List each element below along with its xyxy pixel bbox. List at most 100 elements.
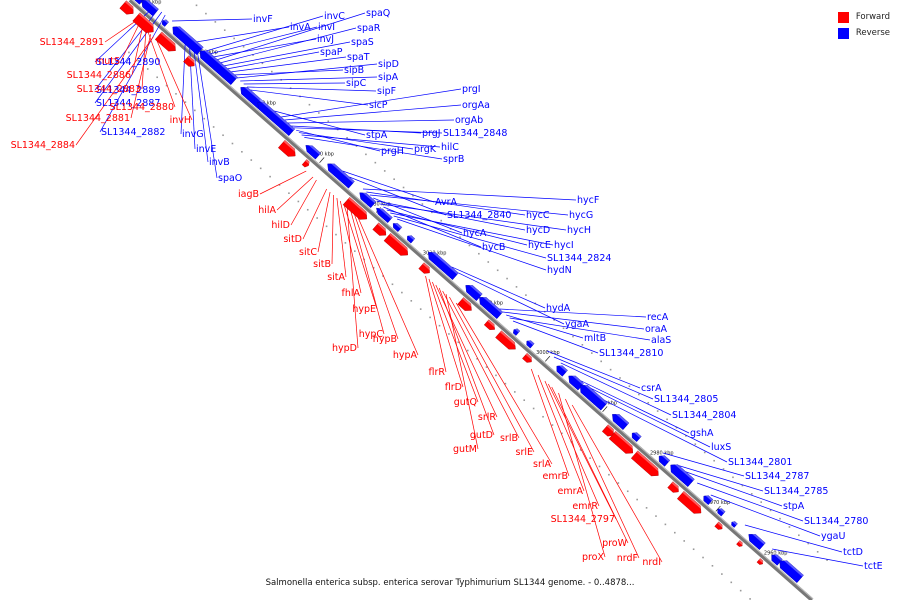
- gene-label-hyce[interactable]: hycE: [528, 240, 551, 251]
- gene-label-stpa[interactable]: stpA: [366, 130, 388, 141]
- gene-label-sipa[interactable]: sipA: [378, 72, 399, 83]
- gene-label-invg[interactable]: invG: [182, 129, 204, 140]
- gene-label-sitb[interactable]: sitB: [313, 259, 331, 270]
- gene-label-tcte[interactable]: tctE: [864, 561, 883, 572]
- gene-label-sl1344_2780[interactable]: SL1344_2780: [804, 516, 868, 527]
- gene-label-emra[interactable]: emrA: [557, 486, 583, 497]
- gene-label-hycc[interactable]: hycC: [526, 210, 550, 221]
- gene-label-spas[interactable]: spaS: [351, 37, 374, 48]
- gene-label-prgi[interactable]: prgI: [462, 84, 481, 95]
- gene-label-hypc[interactable]: hypC: [359, 329, 384, 340]
- gene-label-hild[interactable]: hilD: [271, 220, 290, 231]
- gene-label-srlb[interactable]: srlB: [500, 433, 518, 444]
- gene-label-gutq[interactable]: gutQ: [454, 397, 477, 408]
- gene-label-iagb[interactable]: iagB: [238, 189, 259, 200]
- gene-label-hycd[interactable]: hycD: [526, 225, 550, 236]
- gene-label-hype[interactable]: hypE: [352, 304, 376, 315]
- gene-label-csra[interactable]: csrA: [641, 383, 662, 394]
- gene-label-sicp[interactable]: sicP: [369, 100, 388, 111]
- gene-label-sl1344_2891[interactable]: SL1344_2891: [40, 37, 104, 48]
- gene-label-mltb[interactable]: mltB: [584, 333, 606, 344]
- gene-label-nrdi[interactable]: nrdI: [642, 557, 661, 568]
- gene-label-prgj[interactable]: prgJ: [422, 128, 441, 139]
- gene-label-invb[interactable]: invB: [209, 157, 230, 168]
- gene-label-hycf[interactable]: hycF: [577, 195, 599, 206]
- gene-label-hyca[interactable]: hycA: [463, 228, 487, 239]
- gene-label-hyda[interactable]: hydA: [546, 303, 571, 314]
- gene-label-hyci[interactable]: hycI: [554, 240, 574, 251]
- gene-label-prox[interactable]: proX: [582, 552, 605, 563]
- gene-label-srle[interactable]: srlE: [516, 447, 534, 458]
- gene-label-sl1344_2886[interactable]: SL1344_2886: [67, 70, 131, 81]
- gene-label-muts[interactable]: mutS: [95, 56, 120, 67]
- gene-label-emrr[interactable]: emrR: [572, 501, 598, 512]
- gene-label-invj[interactable]: invJ: [317, 34, 334, 45]
- gene-label-srla[interactable]: srlA: [533, 459, 551, 470]
- gene-label-sl1344_2787[interactable]: SL1344_2787: [745, 471, 809, 482]
- gene-label-sl1344_2880[interactable]: SL1344_2880: [110, 102, 174, 113]
- gene-label-luxs[interactable]: luxS: [711, 442, 731, 453]
- gene-label-flrr[interactable]: flrR: [429, 367, 446, 378]
- gene-label-sl1344_2883[interactable]: SL1344_2883: [77, 84, 141, 95]
- gene-label-tctd[interactable]: tctD: [843, 547, 863, 558]
- gene-label-invh[interactable]: invH: [170, 115, 191, 126]
- gene-label-invi[interactable]: invI: [318, 22, 335, 33]
- gene-label-invf[interactable]: invF: [253, 14, 273, 25]
- gene-label-avra[interactable]: AvrA: [435, 197, 457, 208]
- gene-label-hypb[interactable]: hypB: [373, 334, 397, 345]
- gene-label-oraa[interactable]: oraA: [645, 324, 668, 335]
- gene-label-prow[interactable]: proW: [602, 538, 628, 549]
- gene-label-ygau[interactable]: ygaU: [821, 531, 845, 542]
- gene-label-sl1344_2881[interactable]: SL1344_2881: [66, 113, 130, 124]
- gene-label-reca[interactable]: recA: [647, 312, 669, 323]
- gene-label-sitd[interactable]: sitD: [283, 234, 302, 245]
- gene-label-prgh[interactable]: prgH: [381, 146, 404, 157]
- gene-label-hilc[interactable]: hilC: [441, 142, 459, 153]
- gene-label-emrb[interactable]: emrB: [542, 471, 568, 482]
- gene-label-sitc[interactable]: sitC: [299, 247, 317, 258]
- gene-label-sl1344_2797[interactable]: SL1344_2797: [551, 514, 615, 525]
- gene-label-alas[interactable]: alaS: [651, 335, 671, 346]
- gene-label-stpa[interactable]: stpA: [783, 501, 805, 512]
- gene-label-sipc[interactable]: sipC: [346, 78, 367, 89]
- gene-label-sl1344_2884[interactable]: SL1344_2884: [11, 140, 75, 151]
- gene-label-invc[interactable]: invC: [324, 11, 345, 22]
- gene-label-sl1344_2889[interactable]: SL1344_2889: [96, 85, 160, 96]
- gene-label-hydn[interactable]: hydN: [547, 265, 572, 276]
- gene-label-sl1344_2840[interactable]: SL1344_2840: [447, 210, 511, 221]
- gene-label-sipd[interactable]: sipD: [378, 59, 399, 70]
- gene-label-gutm[interactable]: gutM: [453, 444, 477, 455]
- gene-label-inve[interactable]: invE: [196, 144, 216, 155]
- gene-label-orgaa[interactable]: orgAa: [462, 100, 490, 111]
- gene-label-ygaa[interactable]: ygaA: [565, 319, 589, 330]
- gene-label-hych[interactable]: hycH: [567, 225, 591, 236]
- gene-label-gsha[interactable]: gshA: [690, 428, 714, 439]
- gene-label-hycb[interactable]: hycB: [482, 242, 505, 253]
- gene-label-spar[interactable]: spaR: [357, 23, 381, 34]
- gene-label-flrd[interactable]: flrD: [445, 382, 462, 393]
- gene-label-sl1344_2785[interactable]: SL1344_2785: [764, 486, 828, 497]
- gene-label-sipb[interactable]: sipB: [344, 65, 364, 76]
- gene-label-gutd[interactable]: gutD: [470, 430, 493, 441]
- gene-label-sl1344_2805[interactable]: SL1344_2805: [654, 394, 718, 405]
- gene-label-sl1344_2890[interactable]: SL1344_2890: [96, 57, 160, 68]
- gene-label-inva[interactable]: invA: [290, 22, 311, 33]
- gene-label-orgab[interactable]: orgAb: [455, 115, 483, 126]
- gene-label-hila[interactable]: hilA: [258, 205, 276, 216]
- gene-label-spat[interactable]: spaT: [347, 52, 370, 63]
- gene-label-sl1344_2848[interactable]: SL1344_2848: [443, 128, 507, 139]
- gene-label-sl1344_2882[interactable]: SL1344_2882: [101, 127, 165, 138]
- gene-label-hypa[interactable]: hypA: [393, 350, 418, 361]
- gene-label-fhla[interactable]: fhlA: [341, 288, 360, 299]
- gene-label-spaq[interactable]: spaQ: [366, 8, 390, 19]
- gene-label-sl1344_2810[interactable]: SL1344_2810: [599, 348, 663, 359]
- gene-label-nrdf[interactable]: nrdF: [617, 553, 638, 564]
- gene-label-sl1344_2804[interactable]: SL1344_2804: [672, 410, 736, 421]
- gene-label-spap[interactable]: spaP: [320, 47, 343, 58]
- gene-label-sprb[interactable]: sprB: [443, 154, 464, 165]
- gene-label-sl1344_2887[interactable]: SL1344_2887: [96, 98, 160, 109]
- gene-label-srlr[interactable]: srlR: [478, 412, 496, 423]
- gene-label-sipf[interactable]: sipF: [377, 86, 396, 97]
- gene-label-sl1344_2801[interactable]: SL1344_2801: [728, 457, 792, 468]
- gene-label-spao[interactable]: spaO: [218, 173, 242, 184]
